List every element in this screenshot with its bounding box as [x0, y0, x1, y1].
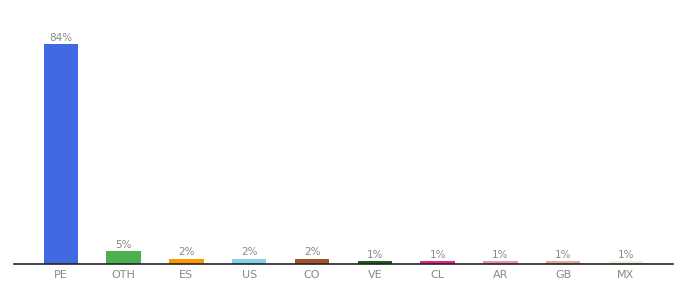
- Bar: [609, 261, 643, 264]
- Bar: [169, 259, 204, 264]
- Bar: [294, 259, 329, 264]
- Text: 5%: 5%: [116, 240, 132, 250]
- Bar: [483, 261, 517, 264]
- Bar: [420, 261, 455, 264]
- Bar: [106, 251, 141, 264]
- Text: 2%: 2%: [241, 248, 258, 257]
- Bar: [44, 44, 78, 264]
- Bar: [546, 261, 581, 264]
- Text: 1%: 1%: [492, 250, 509, 260]
- Text: 2%: 2%: [178, 248, 194, 257]
- Text: 1%: 1%: [429, 250, 446, 260]
- Text: 1%: 1%: [617, 250, 634, 260]
- Bar: [232, 259, 267, 264]
- Text: 1%: 1%: [555, 250, 571, 260]
- Text: 1%: 1%: [367, 250, 383, 260]
- Text: 84%: 84%: [49, 32, 72, 43]
- Bar: [358, 261, 392, 264]
- Text: 2%: 2%: [304, 248, 320, 257]
